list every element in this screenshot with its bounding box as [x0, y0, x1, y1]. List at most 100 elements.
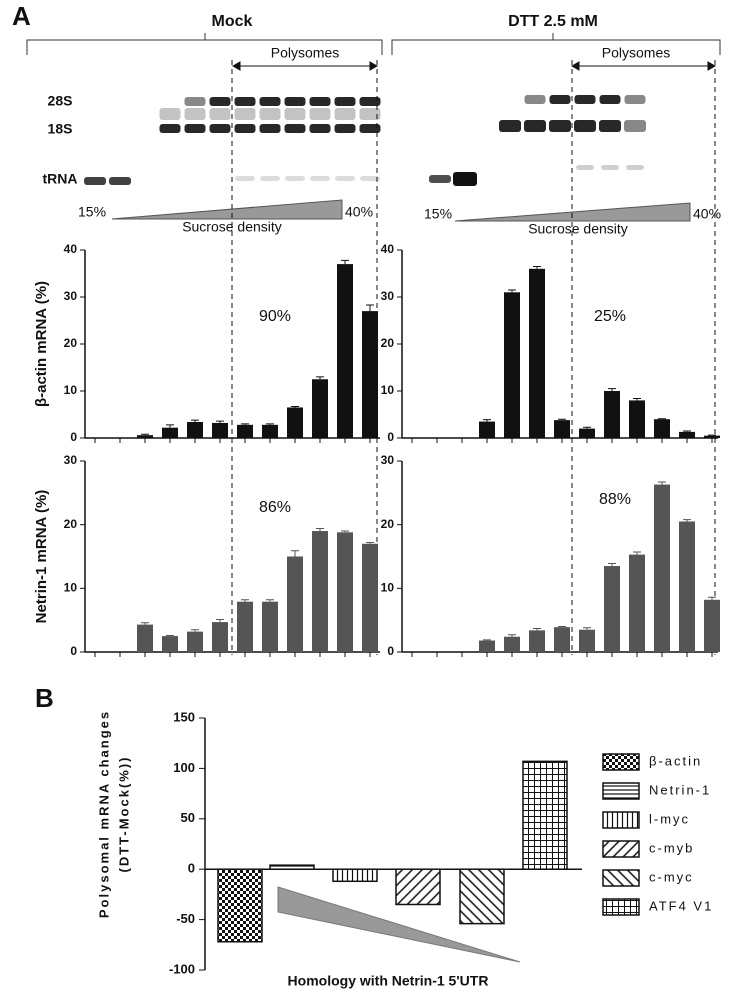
bar	[554, 420, 570, 438]
gel-band	[359, 124, 381, 133]
error-bar	[483, 639, 491, 641]
error-bar	[191, 629, 199, 632]
panel-label: A	[12, 1, 31, 31]
bar	[604, 391, 620, 438]
gel-band	[601, 165, 619, 170]
gel-band	[159, 124, 181, 133]
y-axis-label: Polysomal mRNA changes	[96, 710, 111, 918]
legend-swatch	[602, 840, 640, 858]
error-bar	[608, 388, 616, 391]
arrow	[570, 61, 717, 71]
error-bar	[508, 289, 516, 293]
bar	[337, 532, 353, 652]
bar	[504, 292, 520, 438]
gel-band	[84, 177, 106, 185]
bracket	[26, 33, 383, 55]
gel-band	[259, 124, 281, 133]
gel-band	[360, 176, 380, 181]
bar	[395, 868, 441, 906]
gel-band	[234, 108, 256, 120]
error-bar	[583, 627, 591, 630]
gel-band	[234, 124, 256, 133]
bracket	[391, 33, 721, 55]
y-axis-label: (DTT-Mock(%))	[116, 756, 131, 873]
error-bar	[191, 419, 199, 423]
y-tick-label: 20	[64, 517, 78, 531]
bar	[479, 421, 495, 438]
error-bar	[241, 423, 249, 425]
bar	[269, 864, 315, 870]
gel-band	[524, 95, 546, 104]
y-tick-label: 40	[64, 242, 78, 256]
error-bar	[583, 426, 591, 429]
bar	[237, 424, 253, 438]
bar	[362, 543, 378, 652]
gel-band	[159, 108, 181, 120]
legend-swatch	[602, 869, 640, 887]
gel-band	[334, 124, 356, 133]
bar	[162, 636, 178, 652]
gel-band	[209, 124, 231, 133]
error-bar	[341, 530, 349, 533]
bar	[237, 601, 253, 652]
gel-band	[284, 124, 306, 133]
gel-band	[259, 97, 281, 106]
y-tick-label: 10	[381, 581, 395, 595]
arrow	[231, 61, 379, 71]
y-tick-label: 20	[381, 517, 395, 531]
bar	[529, 268, 545, 438]
error-bar	[166, 634, 174, 637]
gel-band	[184, 97, 206, 106]
polysomes-label: Polysomes	[602, 45, 670, 61]
y-tick-label: -100	[169, 961, 195, 976]
gel-band	[599, 95, 621, 104]
gel-band	[429, 175, 451, 183]
column-title: DTT 2.5 mM	[508, 13, 598, 30]
error-bar	[483, 419, 491, 422]
gel-band	[309, 97, 331, 106]
homology-wedge	[277, 886, 521, 963]
bar	[679, 431, 695, 438]
gel-band	[549, 95, 571, 104]
gel-band	[184, 108, 206, 120]
gel-band	[259, 108, 281, 120]
y-tick-label: 100	[173, 760, 195, 775]
error-bar	[533, 265, 541, 269]
legend-swatch	[602, 753, 640, 771]
legend-swatch	[602, 782, 640, 800]
y-tick-label: 10	[64, 581, 78, 595]
annotation: 90%	[259, 308, 291, 325]
gel-band	[599, 120, 621, 132]
bar	[362, 311, 378, 438]
gel-band	[310, 176, 330, 181]
bar	[504, 636, 520, 652]
panel-label: B	[35, 683, 54, 713]
bar	[212, 622, 228, 652]
bar	[604, 566, 620, 652]
gel-band	[209, 97, 231, 106]
bar	[522, 760, 568, 870]
bar	[704, 599, 720, 652]
bar	[287, 556, 303, 652]
y-tick-label: 30	[381, 453, 395, 467]
bar	[654, 419, 670, 438]
y-tick-label: 0	[387, 430, 394, 444]
gel-band	[309, 108, 331, 120]
bar	[312, 379, 328, 438]
y-tick-label: 40	[381, 242, 395, 256]
gel-band	[359, 97, 381, 106]
error-bar	[266, 599, 274, 602]
bar	[629, 400, 645, 438]
y-axis-label: Netrin-1 mRNA (%)	[33, 490, 50, 624]
y-tick-label: 30	[64, 453, 78, 467]
y-tick-label: 150	[173, 709, 195, 724]
error-bar	[241, 599, 249, 602]
y-axis-label: β-actin mRNA (%)	[33, 281, 50, 407]
gradient-wedge	[454, 202, 691, 222]
x-axis-label: Homology with Netrin-1 5'UTR	[288, 973, 489, 989]
gel-band	[549, 120, 571, 132]
y-tick-label: 10	[64, 383, 78, 397]
y-tick-label: 30	[381, 289, 395, 303]
error-bar	[341, 259, 349, 265]
error-bar	[608, 563, 616, 567]
